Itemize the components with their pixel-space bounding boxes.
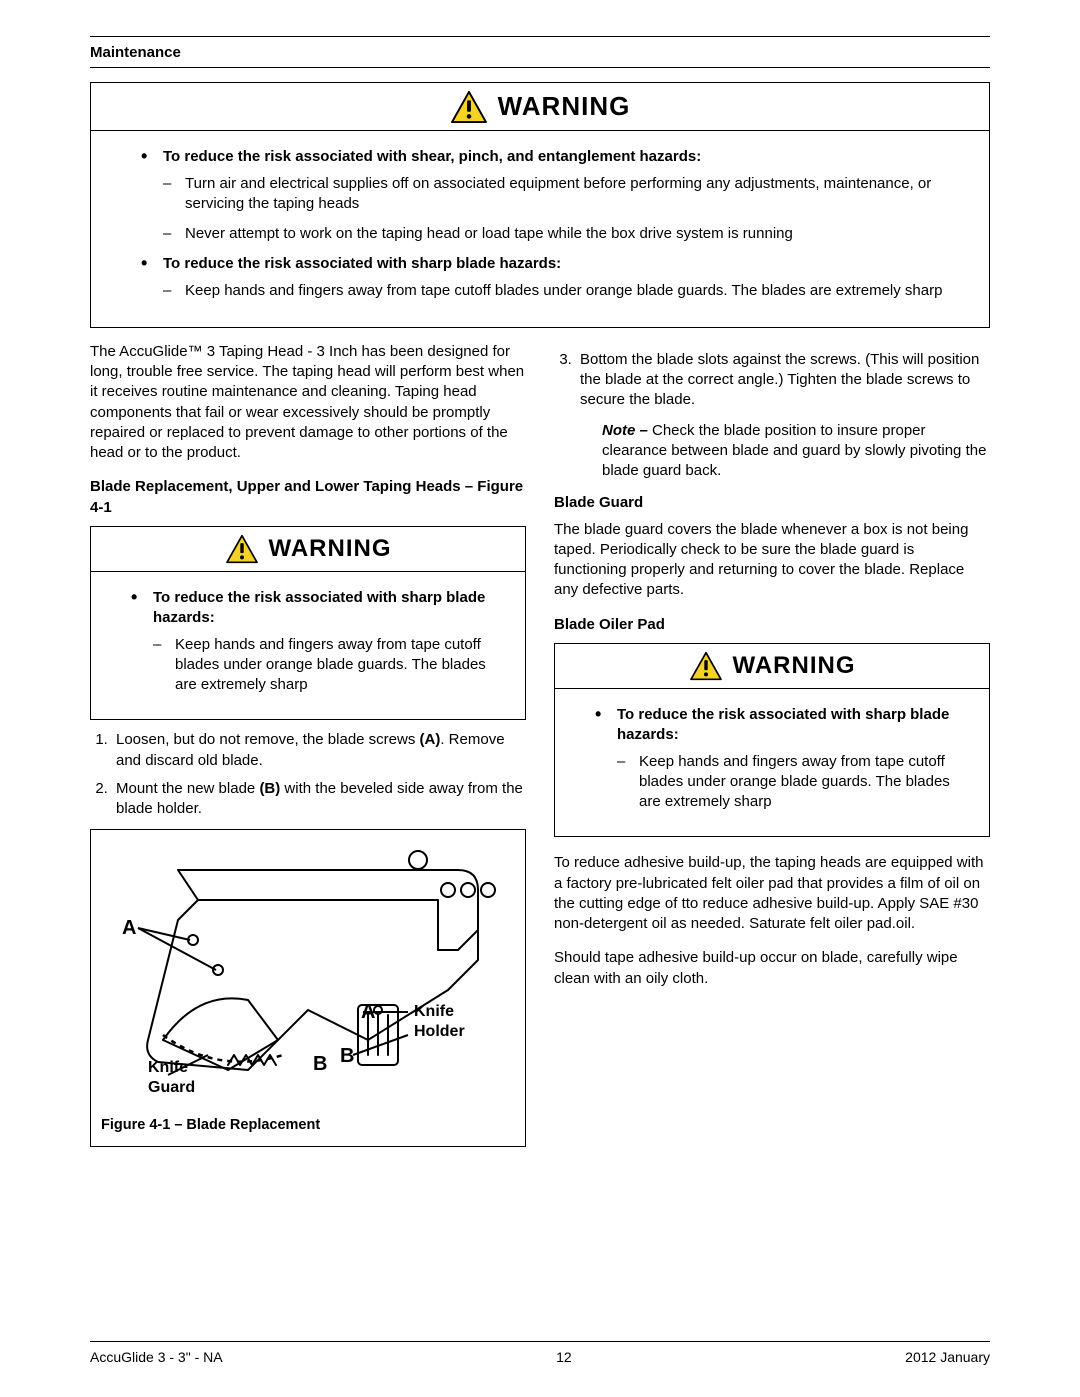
step-3: Bottom the blade slots against the screw… [576, 350, 990, 482]
blade-oiler-heading: Blade Oiler Pad [554, 615, 990, 635]
figure-label-guard: Guard [148, 1079, 195, 1096]
oiler-paragraph-2: Should tape adhesive build-up occur on b… [554, 948, 990, 989]
note-label: Note – [602, 422, 648, 439]
warning-icon [689, 651, 723, 681]
step-2: Mount the new blade (B) with the beveled… [112, 779, 526, 820]
step-1b: (A) [420, 731, 441, 748]
step-1: Loosen, but do not remove, the blade scr… [112, 730, 526, 771]
footer-left: AccuGlide 3 - 3" - NA [90, 1348, 223, 1367]
warn-bullet-1: To reduce the risk associated with shear… [141, 147, 961, 244]
warning-icon [225, 534, 259, 564]
right-column: Bottom the blade slots against the screw… [554, 342, 990, 1147]
figure-label-A2: A [361, 1001, 375, 1023]
step-3-note: Note – Check the blade position to insur… [602, 421, 990, 482]
figure-label-knife2: Knife [148, 1059, 188, 1076]
warning-icon [450, 90, 488, 124]
warn-dash-1a: Turn air and electrical supplies off on … [163, 174, 961, 215]
main-warning-box: WARNING To reduce the risk associated wi… [90, 82, 990, 328]
page-footer: AccuGlide 3 - 3" - NA 12 2012 January [90, 1341, 990, 1367]
figure-label-B: B [313, 1053, 327, 1075]
left-warn-bullet-text: To reduce the risk associated with sharp… [153, 589, 485, 626]
note-text: Check the blade position to insure prope… [602, 422, 986, 480]
left-warning-box: WARNING To reduce the risk associated wi… [90, 526, 526, 721]
right-warn-bullet-text: To reduce the risk associated with sharp… [617, 706, 949, 743]
figure-label-A: A [122, 917, 136, 939]
procedure-list: Loosen, but do not remove, the blade scr… [90, 730, 526, 819]
left-column: The AccuGlide™ 3 Taping Head - 3 Inch ha… [90, 342, 526, 1147]
warning-title: WARNING [269, 533, 392, 565]
warn-bullet-2-text: To reduce the risk associated with sharp… [163, 255, 561, 272]
procedure-list-cont: Bottom the blade slots against the screw… [554, 350, 990, 482]
blade-replacement-diagram: A A B B Knife Holder Knife Guard [108, 840, 508, 1110]
blade-guard-heading: Blade Guard [554, 493, 990, 513]
warn-dash-2a: Keep hands and fingers away from tape cu… [163, 281, 961, 301]
left-warn-bullet: To reduce the risk associated with sharp… [131, 588, 499, 695]
section-heading: Maintenance [90, 43, 990, 63]
warning-title: WARNING [733, 650, 856, 682]
right-warning-box: WARNING To reduce the risk associated wi… [554, 643, 990, 838]
blade-guard-text: The blade guard covers the blade wheneve… [554, 520, 990, 601]
warn-bullet-2: To reduce the risk associated with sharp… [141, 254, 961, 301]
figure-label-B2: B [340, 1045, 354, 1067]
warn-bullet-1-text: To reduce the risk associated with shear… [163, 148, 701, 165]
left-warn-dash: Keep hands and fingers away from tape cu… [153, 635, 499, 696]
step-2a: Mount the new blade [116, 780, 259, 797]
right-warn-bullet: To reduce the risk associated with sharp… [595, 705, 963, 812]
step-3-text: Bottom the blade slots against the screw… [580, 351, 979, 409]
step-2b: (B) [259, 780, 280, 797]
figure-caption: Figure 4-1 – Blade Replacement [101, 1116, 515, 1136]
footer-page-number: 12 [223, 1348, 906, 1367]
blade-replacement-heading: Blade Replacement, Upper and Lower Tapin… [90, 477, 526, 518]
figure-label-holder: Holder [414, 1023, 465, 1040]
figure-label-knife: Knife [414, 1003, 454, 1020]
intro-paragraph: The AccuGlide™ 3 Taping Head - 3 Inch ha… [90, 342, 526, 464]
right-warn-dash: Keep hands and fingers away from tape cu… [617, 752, 963, 813]
oiler-paragraph-1: To reduce adhesive build-up, the taping … [554, 853, 990, 934]
footer-right: 2012 January [905, 1348, 990, 1367]
figure-4-1: A A B B Knife Holder Knife Guard Figure … [90, 829, 526, 1147]
warning-title: WARNING [498, 89, 631, 124]
step-1a: Loosen, but do not remove, the blade scr… [116, 731, 420, 748]
warn-dash-1b: Never attempt to work on the taping head… [163, 224, 961, 244]
